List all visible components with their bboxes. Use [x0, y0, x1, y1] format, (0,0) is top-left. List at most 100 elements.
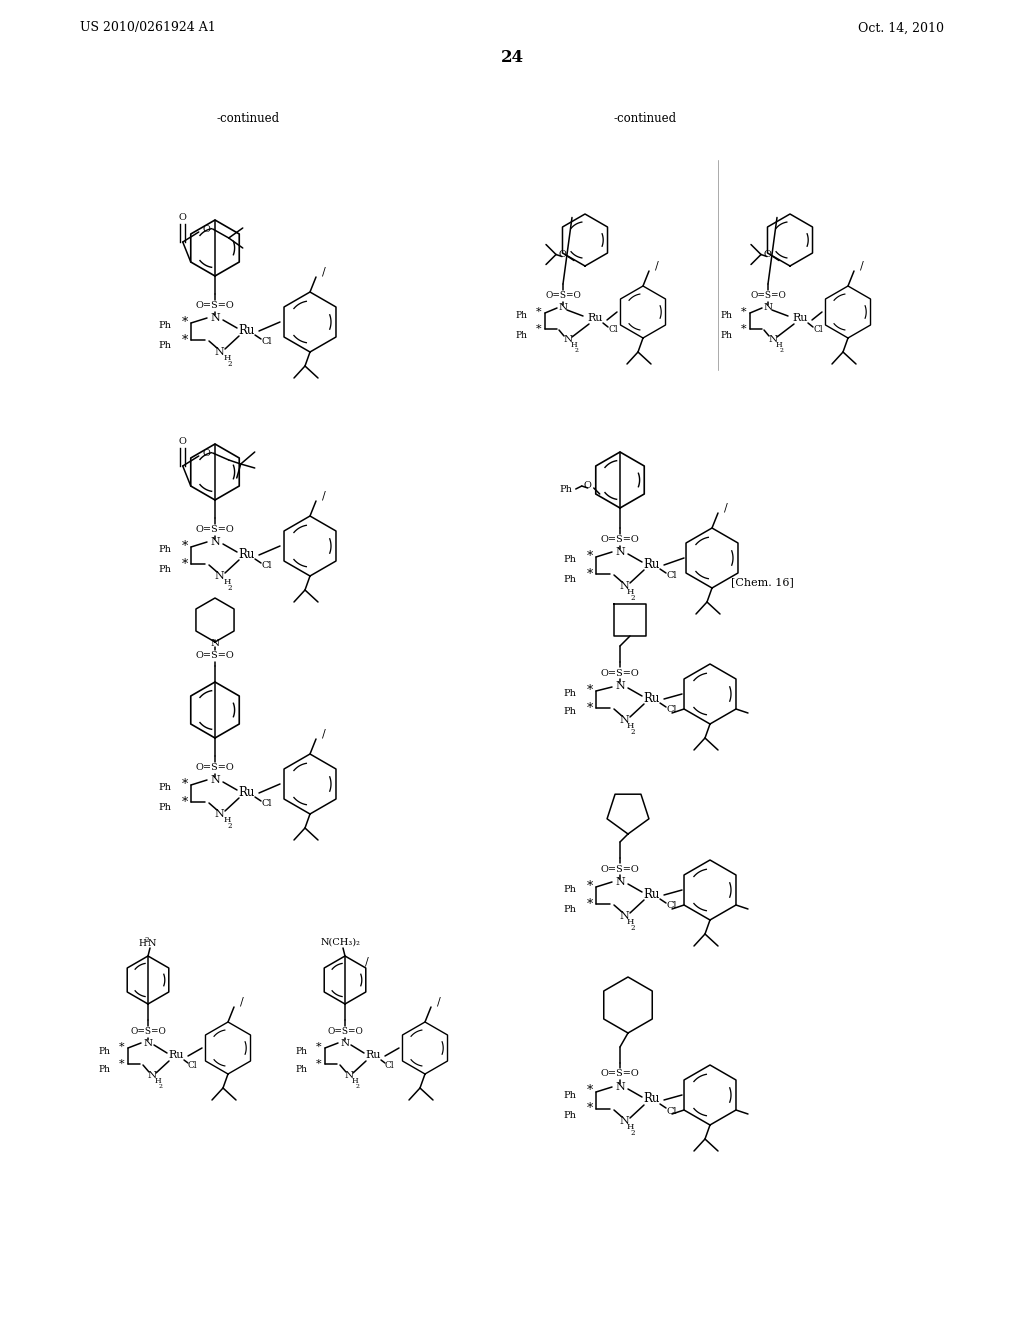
Text: N: N	[615, 1082, 625, 1092]
Text: O: O	[558, 249, 566, 259]
Text: Ph: Ph	[158, 804, 171, 813]
Text: H: H	[627, 917, 634, 927]
Text: H: H	[138, 940, 146, 949]
Text: Ru: Ru	[587, 313, 603, 323]
Text: *: *	[316, 1041, 322, 1052]
Text: H: H	[627, 587, 634, 597]
Text: Ph: Ph	[158, 545, 171, 554]
Text: US 2010/0261924 A1: US 2010/0261924 A1	[80, 21, 216, 34]
Text: N: N	[615, 546, 625, 557]
Text: N: N	[214, 347, 224, 356]
Text: O=S=O: O=S=O	[750, 292, 786, 301]
Text: *: *	[587, 1102, 593, 1115]
Text: Ph: Ph	[563, 689, 575, 698]
Text: N: N	[211, 639, 219, 648]
Text: N: N	[768, 335, 777, 345]
Text: N: N	[340, 1039, 349, 1048]
Text: Ru: Ru	[644, 1093, 660, 1106]
Text: Ph: Ph	[563, 886, 575, 895]
Text: *: *	[587, 549, 593, 562]
Text: O=S=O: O=S=O	[196, 763, 234, 772]
Text: *: *	[316, 1059, 322, 1069]
Text: O: O	[203, 224, 211, 234]
Text: O=S=O: O=S=O	[196, 525, 234, 535]
Text: Ph: Ph	[559, 484, 572, 494]
Text: N(CH₃)₂: N(CH₃)₂	[322, 937, 360, 946]
Text: H: H	[776, 341, 782, 348]
Text: N: N	[143, 1039, 153, 1048]
Text: O: O	[584, 482, 592, 491]
Text: Ph: Ph	[563, 556, 575, 565]
Text: H: H	[223, 578, 230, 586]
Text: Ph: Ph	[158, 342, 171, 351]
Text: Ph: Ph	[720, 312, 732, 321]
Text: N: N	[147, 1072, 157, 1081]
Text: /: /	[323, 729, 326, 739]
Text: 2: 2	[227, 583, 232, 591]
Text: N: N	[620, 911, 629, 921]
Text: Ph: Ph	[158, 565, 171, 574]
Text: Ph: Ph	[563, 1110, 575, 1119]
Text: 2: 2	[356, 1084, 360, 1089]
Text: *: *	[537, 323, 542, 334]
Text: Ph: Ph	[98, 1065, 110, 1074]
Text: Ph: Ph	[515, 330, 527, 339]
Text: N: N	[214, 572, 224, 581]
Text: *: *	[587, 684, 593, 697]
Text: 2: 2	[227, 822, 232, 830]
Text: *: *	[587, 1085, 593, 1097]
Text: Ru: Ru	[168, 1049, 183, 1060]
Text: *: *	[182, 315, 188, 329]
Text: 2: 2	[780, 347, 784, 352]
Text: *: *	[537, 308, 542, 317]
Text: Ru: Ru	[366, 1049, 381, 1060]
Text: *: *	[587, 879, 593, 892]
Text: N: N	[214, 809, 224, 818]
Text: *: *	[587, 898, 593, 911]
Text: Cl: Cl	[608, 325, 617, 334]
Text: H: H	[223, 816, 230, 824]
Text: *: *	[119, 1041, 125, 1052]
Text: Ph: Ph	[563, 576, 575, 585]
Text: N: N	[147, 940, 157, 949]
Text: Ru: Ru	[239, 785, 255, 799]
Text: *: *	[119, 1059, 125, 1069]
Text: /: /	[437, 997, 441, 1007]
Text: Cl: Cl	[262, 561, 272, 569]
Text: N: N	[210, 537, 220, 546]
Text: Ph: Ph	[158, 322, 171, 330]
Text: H: H	[627, 722, 634, 730]
Text: Ru: Ru	[239, 323, 255, 337]
Text: 2: 2	[631, 594, 635, 602]
Text: 2: 2	[631, 924, 635, 932]
Text: O: O	[203, 449, 211, 458]
Text: [Chem. 16]: [Chem. 16]	[730, 577, 794, 587]
Text: O=S=O: O=S=O	[130, 1027, 166, 1036]
Text: 2: 2	[227, 360, 232, 368]
Text: -continued: -continued	[216, 111, 280, 124]
Text: O: O	[179, 213, 186, 222]
Text: *: *	[587, 568, 593, 581]
Text: /: /	[240, 997, 244, 1007]
Text: Cl: Cl	[667, 902, 677, 911]
Text: /: /	[323, 267, 326, 277]
Text: -continued: -continued	[613, 111, 677, 124]
Text: Cl: Cl	[667, 570, 677, 579]
Text: Ph: Ph	[720, 330, 732, 339]
Text: H: H	[223, 354, 230, 362]
Text: Oct. 14, 2010: Oct. 14, 2010	[858, 21, 944, 34]
Text: 2: 2	[631, 1129, 635, 1137]
Text: O=S=O: O=S=O	[601, 1069, 639, 1078]
Text: /: /	[860, 261, 864, 271]
Text: Cl: Cl	[187, 1060, 197, 1069]
Text: *: *	[182, 796, 188, 808]
Text: N: N	[620, 715, 629, 725]
Text: *: *	[741, 308, 746, 317]
Text: O=S=O: O=S=O	[601, 536, 639, 544]
Text: N: N	[615, 876, 625, 887]
Text: 2: 2	[144, 936, 150, 944]
Text: Ph: Ph	[563, 906, 575, 915]
Text: /: /	[724, 503, 728, 513]
Text: *: *	[587, 701, 593, 714]
Text: Ph: Ph	[98, 1047, 110, 1056]
